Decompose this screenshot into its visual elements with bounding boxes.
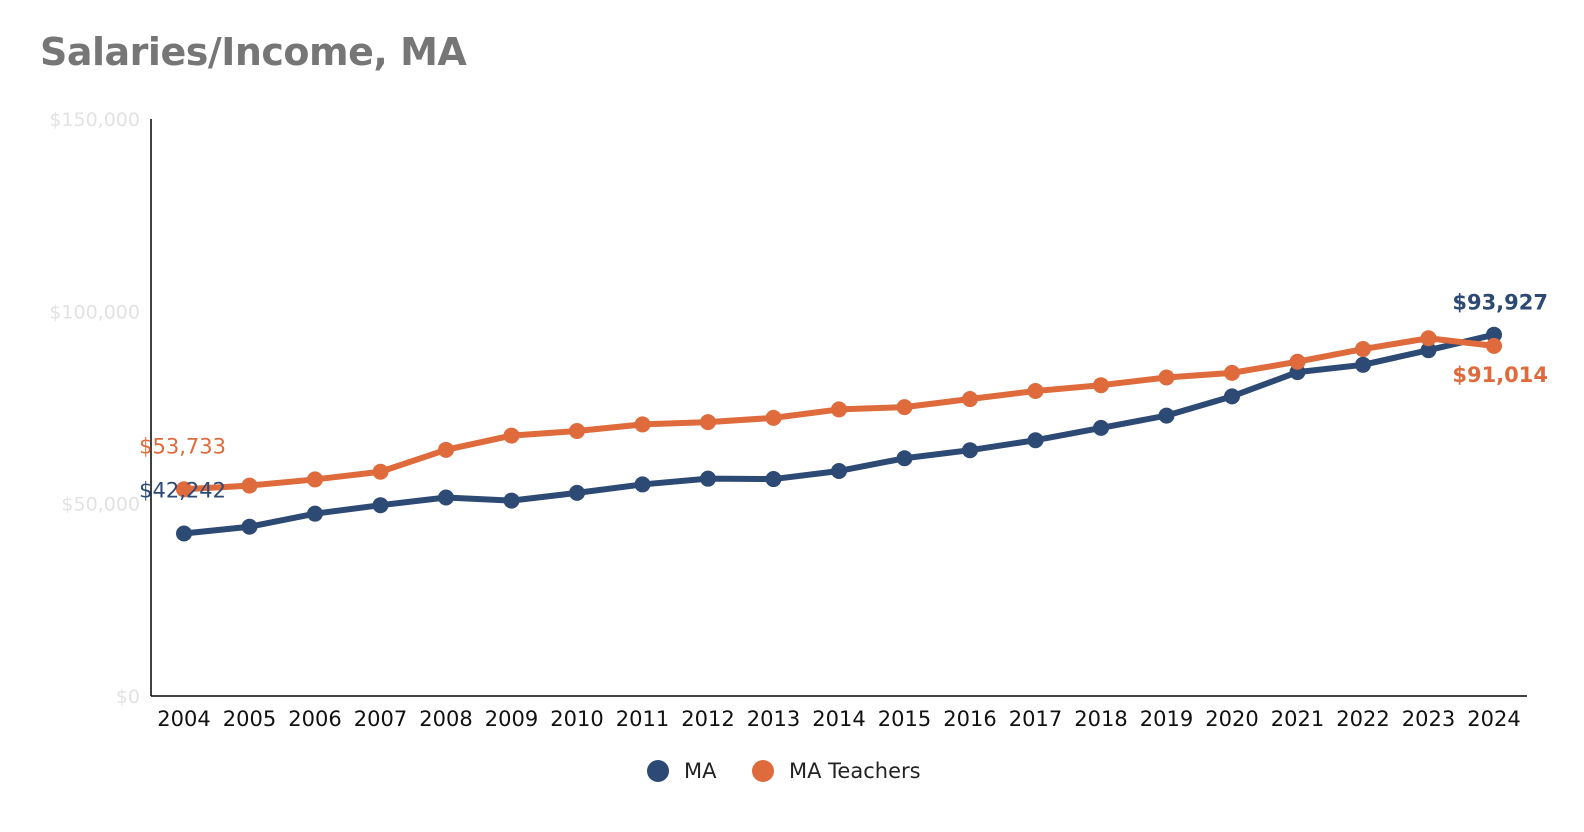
y-axis-tick-labels: $0 $50,000 $100,000 $150,000 bbox=[49, 109, 140, 708]
data-point-ma-teachers[interactable] bbox=[831, 401, 847, 418]
y-tick-label: $150,000 bbox=[49, 109, 140, 131]
data-point-ma-teachers[interactable] bbox=[962, 391, 978, 408]
data-label-ma-first: $42,242 bbox=[139, 479, 226, 503]
x-tick-label: 2009 bbox=[485, 707, 538, 731]
data-point-ma-teachers[interactable] bbox=[176, 481, 192, 498]
series-ma-teachers bbox=[176, 330, 1502, 498]
data-point-ma-teachers[interactable] bbox=[569, 422, 585, 439]
data-point-ma[interactable] bbox=[569, 484, 585, 501]
data-label-ma-last: $93,927 bbox=[1452, 291, 1548, 315]
series-ma bbox=[176, 326, 1502, 542]
data-point-ma-teachers[interactable] bbox=[1289, 353, 1306, 370]
x-tick-label: 2014 bbox=[812, 707, 865, 731]
x-tick-label: 2023 bbox=[1402, 707, 1455, 731]
data-point-ma[interactable] bbox=[307, 505, 323, 522]
data-point-ma[interactable] bbox=[700, 470, 716, 487]
data-label-ma-teachers-first: $53,733 bbox=[139, 434, 226, 458]
data-point-ma-teachers[interactable] bbox=[700, 414, 716, 431]
series-layer bbox=[176, 326, 1502, 542]
x-tick-label: 2013 bbox=[747, 707, 800, 731]
y-tick-label: $100,000 bbox=[49, 301, 140, 323]
x-tick-label: 2005 bbox=[223, 707, 276, 731]
data-point-ma-teachers[interactable] bbox=[1355, 341, 1371, 358]
legend: MA MA Teachers bbox=[647, 759, 921, 783]
data-point-ma-teachers[interactable] bbox=[241, 477, 258, 494]
data-point-ma[interactable] bbox=[831, 462, 847, 479]
data-point-ma-teachers[interactable] bbox=[1093, 377, 1109, 394]
data-point-ma-teachers[interactable] bbox=[1486, 337, 1502, 354]
x-tick-label: 2020 bbox=[1205, 707, 1258, 731]
x-tick-label: 2016 bbox=[943, 707, 996, 731]
x-tick-label: 2011 bbox=[616, 707, 669, 731]
x-tick-label: 2010 bbox=[550, 707, 603, 731]
data-point-ma-teachers[interactable] bbox=[1224, 364, 1240, 381]
x-tick-label: 2022 bbox=[1336, 707, 1389, 731]
legend-item-ma[interactable]: MA bbox=[647, 759, 717, 783]
data-point-ma[interactable] bbox=[503, 492, 520, 509]
data-point-ma-teachers[interactable] bbox=[503, 427, 520, 444]
data-point-ma-teachers[interactable] bbox=[1158, 369, 1175, 386]
x-tick-label: 2006 bbox=[288, 707, 341, 731]
x-tick-label: 2012 bbox=[681, 707, 734, 731]
x-tick-label: 2008 bbox=[419, 707, 472, 731]
data-point-ma[interactable] bbox=[1355, 356, 1371, 373]
data-point-ma[interactable] bbox=[1093, 419, 1109, 436]
data-point-ma[interactable] bbox=[176, 525, 192, 542]
data-point-ma-teachers[interactable] bbox=[1027, 382, 1044, 399]
data-point-ma-teachers[interactable] bbox=[1420, 330, 1437, 347]
x-axis-tick-labels: 2004 2005 2006 2007 2008 2009 2010 2011 2012 2013… bbox=[157, 707, 1520, 731]
legend-label-ma-teachers: MA Teachers bbox=[789, 759, 921, 783]
y-tick-label: $0 bbox=[116, 686, 140, 708]
x-tick-label: 2015 bbox=[878, 707, 931, 731]
data-point-ma-teachers[interactable] bbox=[372, 463, 389, 480]
data-point-ma-teachers[interactable] bbox=[896, 399, 913, 416]
data-point-ma[interactable] bbox=[241, 518, 258, 535]
data-point-ma-teachers[interactable] bbox=[307, 471, 323, 488]
data-point-ma[interactable] bbox=[438, 489, 454, 506]
legend-item-ma-teachers[interactable]: MA Teachers bbox=[752, 759, 921, 783]
x-tick-label: 2017 bbox=[1009, 707, 1062, 731]
x-tick-label: 2007 bbox=[354, 707, 407, 731]
x-tick-label: 2024 bbox=[1467, 707, 1520, 731]
x-tick-label: 2018 bbox=[1074, 707, 1127, 731]
legend-swatch-ma-teachers bbox=[752, 760, 774, 782]
y-tick-label: $50,000 bbox=[61, 494, 140, 516]
data-point-ma[interactable] bbox=[1158, 407, 1175, 424]
data-point-ma[interactable] bbox=[1486, 326, 1502, 343]
data-point-ma[interactable] bbox=[634, 476, 651, 493]
data-point-ma[interactable] bbox=[962, 442, 978, 459]
x-tick-label: 2021 bbox=[1271, 707, 1324, 731]
data-labels: $42,242 $93,927 $53,733 $91,014 bbox=[139, 291, 1548, 503]
legend-label-ma: MA bbox=[684, 759, 717, 783]
chart-title: Salaries/Income, MA bbox=[40, 30, 467, 74]
data-point-ma-teachers[interactable] bbox=[765, 409, 782, 426]
data-label-ma-teachers-last: $91,014 bbox=[1452, 363, 1548, 387]
data-point-ma[interactable] bbox=[896, 450, 913, 467]
legend-swatch-ma bbox=[647, 760, 669, 782]
data-point-ma[interactable] bbox=[372, 497, 389, 514]
data-point-ma-teachers[interactable] bbox=[438, 441, 454, 458]
data-point-ma[interactable] bbox=[1027, 432, 1044, 449]
data-point-ma-teachers[interactable] bbox=[634, 416, 651, 433]
x-tick-label: 2004 bbox=[157, 707, 210, 731]
data-point-ma[interactable] bbox=[1224, 388, 1240, 405]
x-tick-label: 2019 bbox=[1140, 707, 1193, 731]
data-point-ma[interactable] bbox=[765, 471, 782, 488]
data-point-ma[interactable] bbox=[1420, 342, 1437, 359]
